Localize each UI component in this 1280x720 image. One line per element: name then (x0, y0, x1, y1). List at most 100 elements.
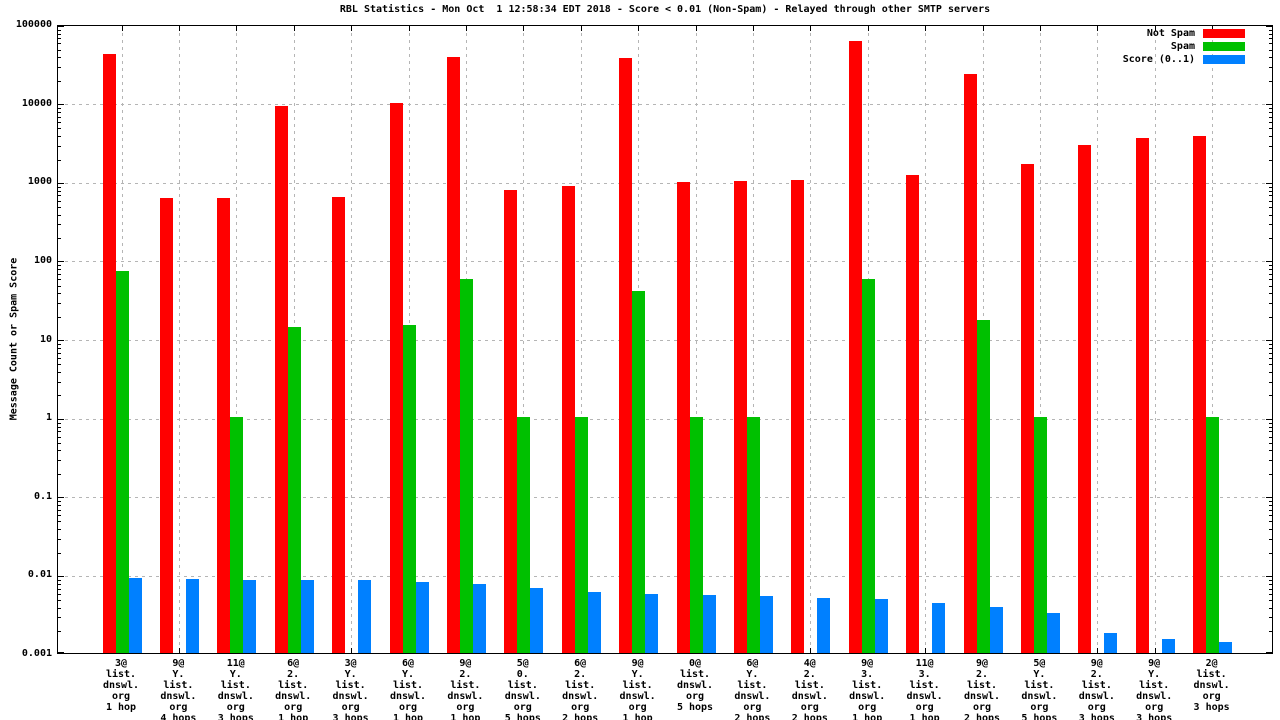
y-minor-tick (1269, 395, 1272, 397)
y-minor-tick (1269, 371, 1272, 373)
y-tick-label: 100 (33, 254, 52, 266)
y-minor-tick (58, 38, 61, 40)
y-minor-tick (1269, 631, 1272, 633)
bar-score (243, 579, 257, 653)
plot-area (57, 25, 1273, 654)
legend-row: Score (0..1) (0, 55, 1245, 65)
bar-not-spam (733, 180, 747, 653)
x-border-tick (236, 26, 238, 31)
legend-label: Not Spam (1146, 28, 1195, 39)
y-minor-tick (1269, 436, 1272, 438)
x-border-tick (178, 26, 180, 31)
y-minor-tick (58, 43, 61, 45)
y-minor-tick (58, 529, 61, 531)
y-tick-label: 10000 (21, 97, 52, 109)
y-minor-tick (1269, 617, 1272, 619)
bar-spam (1206, 417, 1220, 653)
y-minor-tick (1269, 49, 1272, 51)
y-gridline (58, 575, 1272, 577)
y-tick-label: 0.001 (21, 648, 52, 659)
y-minor-tick (1269, 521, 1272, 523)
bar-not-spam (561, 185, 575, 653)
x-border-tick (638, 26, 640, 31)
bar-score (1046, 613, 1060, 653)
y-major-tick (58, 104, 64, 106)
x-border-tick (408, 26, 410, 31)
y-minor-tick (1269, 195, 1272, 197)
y-minor-tick (1269, 302, 1272, 304)
y-minor-tick (58, 352, 61, 354)
legend-row: Not Spam (0, 28, 1245, 39)
y-major-tick (1266, 182, 1272, 184)
y-minor-tick (58, 285, 61, 287)
x-gridline (178, 26, 180, 653)
y-gridline (58, 104, 1272, 106)
y-minor-tick (58, 426, 61, 428)
x-group-label: 3@ Y. list. dnswl. org 3 hops (332, 658, 369, 720)
legend-row: Spam (0, 42, 1245, 52)
bar-not-spam (676, 181, 690, 653)
bar-not-spam (504, 189, 518, 653)
y-minor-tick (58, 206, 61, 208)
bar-score (759, 596, 773, 653)
bar-not-spam (274, 106, 288, 653)
y-minor-tick (58, 57, 61, 59)
y-minor-tick (1269, 112, 1272, 114)
y-minor-tick (1269, 593, 1272, 595)
x-group-label: 6@ 2. list. dnswl. org 1 hop (275, 658, 312, 720)
y-minor-tick (1269, 607, 1272, 609)
y-major-tick (58, 575, 64, 577)
y-major-tick (1266, 418, 1272, 420)
x-border-tick (752, 26, 754, 31)
bar-not-spam (1135, 138, 1149, 653)
bar-spam (746, 417, 760, 653)
x-gridline (1212, 26, 1214, 653)
x-group-label: 3@ list. dnswl. org 1 hop (102, 658, 140, 713)
y-minor-tick (1269, 509, 1272, 511)
y-minor-tick (1269, 238, 1272, 240)
y-major-tick (1266, 340, 1272, 341)
y-minor-tick (1269, 269, 1272, 271)
y-minor-tick (58, 460, 61, 462)
x-group-label: 11@ 3. list. dnswl. org 1 hop (906, 658, 943, 720)
y-minor-tick (58, 593, 61, 595)
x-border-tick (351, 648, 353, 653)
y-tick-label: 0.1 (33, 490, 52, 502)
y-minor-tick (58, 316, 61, 318)
y-gridline (58, 418, 1272, 420)
y-major-tick (58, 182, 64, 184)
bar-not-spam (791, 179, 805, 653)
y-minor-tick (1269, 381, 1272, 383)
x-group-label: 5@ Y. list. dnswl. org 5 hops (1021, 658, 1058, 720)
x-gridline (1154, 26, 1156, 653)
y-minor-tick (58, 552, 61, 554)
bar-not-spam (1020, 164, 1034, 653)
bar-not-spam (1193, 135, 1207, 653)
y-minor-tick (58, 145, 61, 147)
x-border-tick (121, 26, 123, 31)
y-minor-tick (1269, 186, 1272, 188)
y-minor-tick (58, 501, 61, 503)
y-minor-tick (1269, 122, 1272, 124)
bar-spam (517, 417, 531, 653)
y-minor-tick (58, 344, 61, 346)
y-minor-tick (58, 112, 61, 114)
chart-title: RBL Statistics - Mon Oct 1 12:58:34 EDT … (339, 4, 991, 15)
y-minor-tick (58, 186, 61, 188)
y-minor-tick (58, 274, 61, 276)
y-minor-tick (1269, 422, 1272, 424)
y-minor-tick (58, 302, 61, 304)
bar-score (1104, 632, 1118, 653)
y-minor-tick (58, 509, 61, 511)
y-minor-tick (1269, 108, 1272, 110)
bar-spam (976, 320, 990, 653)
y-minor-tick (1269, 588, 1272, 590)
y-minor-tick (58, 431, 61, 433)
y-minor-tick (58, 279, 61, 281)
y-minor-tick (1269, 426, 1272, 428)
y-minor-tick (58, 128, 61, 130)
y-minor-tick (58, 238, 61, 240)
y-minor-tick (1269, 505, 1272, 507)
bar-score (587, 591, 601, 653)
legend-swatch (1203, 55, 1245, 64)
